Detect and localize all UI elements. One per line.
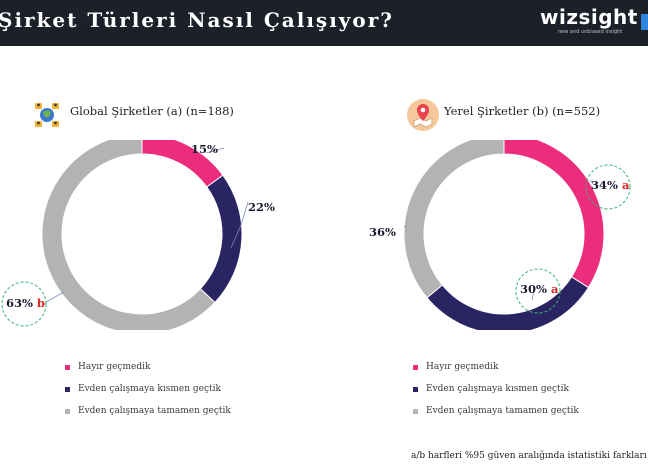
legend-label: Hayır geçmedik xyxy=(78,362,151,372)
page-title: Şirket Türleri Nasıl Çalışıyor? xyxy=(0,8,395,32)
chart-title-local: Yerel Şirketler (b) (n=552) xyxy=(444,104,601,118)
footnote: a/b harfleri %95 güven aralığında istati… xyxy=(411,451,647,461)
data-label-local-1-value: 30% xyxy=(520,282,547,296)
donut-chart-global xyxy=(41,140,249,330)
legend-global: Hayır geçmedik Evden çalışmaya kısmen ge… xyxy=(65,359,231,425)
donut-slice-0 xyxy=(503,140,605,289)
data-label-local-2: 36% xyxy=(369,225,396,239)
legend-item: Evden çalışmaya kısmen geçtik xyxy=(413,381,579,397)
legend-item: Evden çalışmaya tamamen geçtik xyxy=(65,403,231,419)
legend-swatch-navy xyxy=(413,386,418,392)
legend-label: Evden çalışmaya tamamen geçtik xyxy=(78,406,231,416)
significance-mark-local-0: a xyxy=(621,178,630,192)
legend-local: Hayır geçmedik Evden çalışmaya kısmen ge… xyxy=(413,359,579,425)
header-bar: Şirket Türleri Nasıl Çalışıyor? wizsight… xyxy=(0,0,648,46)
data-label-global-0: 15% xyxy=(191,142,218,156)
data-label-local-1: 30% a xyxy=(520,282,558,296)
logo-tagline: new and unbiased insight xyxy=(558,29,623,35)
legend-label: Evden çalışmaya kısmen geçtik xyxy=(426,384,569,394)
legend-swatch-navy xyxy=(65,386,70,392)
legend-label: Evden çalışmaya tamamen geçtik xyxy=(426,406,579,416)
legend-swatch-gray xyxy=(65,408,70,414)
logo-accent-icon xyxy=(641,14,648,30)
brand-logo: wizsight new and unbiased insight xyxy=(540,5,638,35)
leader-line xyxy=(404,225,408,228)
data-label-global-2: 63% b xyxy=(6,296,45,310)
legend-swatch-gray xyxy=(413,408,418,414)
legend-item: Evden çalışmaya kısmen geçtik xyxy=(65,381,231,397)
legend-label: Evden çalışmaya kısmen geçtik xyxy=(78,384,221,394)
donut-chart-local xyxy=(404,140,605,330)
data-label-local-0-value: 34% xyxy=(591,178,618,192)
data-label-global-2-value: 63% xyxy=(6,296,33,310)
logo-wordmark: wizsight xyxy=(540,5,638,29)
map-pin-icon xyxy=(407,99,439,131)
network-people-icon xyxy=(35,103,59,127)
leader-line xyxy=(45,291,65,303)
legend-swatch-pink xyxy=(413,364,418,370)
significance-mark-global-2: b xyxy=(36,296,45,310)
legend-swatch-pink xyxy=(65,364,70,370)
legend-label: Hayır geçmedik xyxy=(426,362,499,372)
legend-item: Evden çalışmaya tamamen geçtik xyxy=(413,403,579,419)
donut-slice-1 xyxy=(426,276,590,330)
legend-item: Hayır geçmedik xyxy=(65,359,231,375)
donut-slice-1 xyxy=(199,174,243,304)
significance-mark-local-1: a xyxy=(550,282,559,296)
leader-line xyxy=(205,147,225,154)
chart-title-global: Global Şirketler (a) (n=188) xyxy=(70,104,234,118)
donut-slice-2 xyxy=(41,140,216,330)
data-label-global-1: 22% xyxy=(248,200,275,214)
leader-line xyxy=(230,201,249,249)
data-label-local-0: 34% a xyxy=(591,178,629,192)
donut-slice-2 xyxy=(404,140,505,299)
legend-item: Hayır geçmedik xyxy=(413,359,579,375)
